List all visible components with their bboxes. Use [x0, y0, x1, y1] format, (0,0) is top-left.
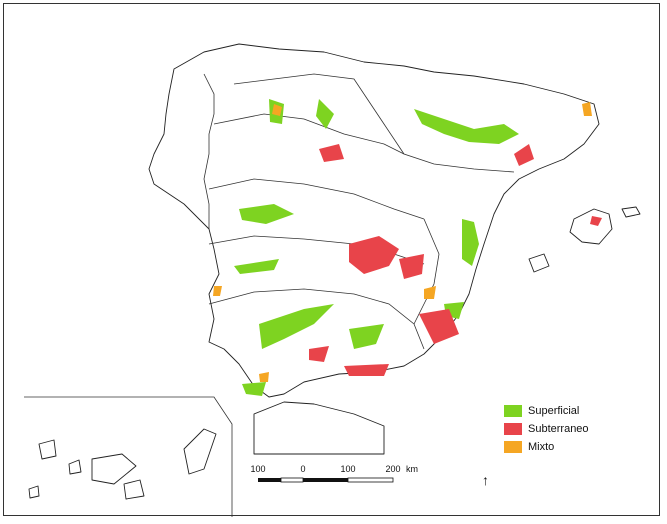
canary-islands: [28, 428, 217, 500]
north-africa-coast: [253, 401, 385, 455]
island: [123, 479, 145, 500]
legend-subterraneo: Subterraneo: [504, 422, 589, 436]
island: [68, 459, 82, 475]
basin-boundary-tajo: [208, 178, 425, 220]
scale-tick-label: 100: [340, 464, 356, 474]
scale-tick-label: 200: [385, 464, 401, 474]
basin-boundary-guadiana: [208, 235, 425, 265]
island: [38, 439, 57, 460]
superficial-area: [349, 324, 384, 349]
canary-inset-border: [24, 396, 233, 517]
basin-boundary-ebro: [363, 93, 515, 173]
subterraneo-area: [514, 144, 534, 166]
portugal-border: [203, 73, 215, 229]
legend-label-subterraneo: Subterraneo: [528, 423, 589, 435]
superficial-area: [462, 219, 479, 266]
basin-boundary-jucar: [413, 218, 440, 325]
ibiza: [528, 253, 550, 273]
superficial-area: [316, 99, 334, 129]
superficial-area: [414, 109, 519, 144]
scale-unit-label: km: [406, 464, 418, 474]
legend-swatch-mixto: [504, 441, 522, 453]
mixto-areas: [213, 102, 592, 382]
superficial-area: [234, 259, 279, 274]
subterraneo-area: [344, 364, 389, 376]
subterraneo-area: [319, 144, 344, 162]
mixto-area: [213, 286, 222, 296]
legend-label-superficial: Superficial: [528, 405, 580, 417]
mallorca: [569, 208, 613, 245]
basin-boundary-north: [233, 73, 365, 95]
subterraneo-area: [349, 236, 399, 274]
superficial-area: [259, 304, 334, 349]
legend-swatch-superficial: [504, 405, 522, 417]
island: [91, 453, 137, 485]
iberia-map: [24, 43, 641, 517]
island: [28, 485, 40, 499]
scale-bar-graphic: [258, 477, 394, 483]
scale-tick-label: 100: [250, 464, 266, 474]
island: [183, 428, 217, 475]
legend-mixto: Mixto: [504, 440, 554, 454]
subterraneo-area: [419, 309, 459, 344]
subterraneo-areas: [309, 144, 534, 376]
subterraneo-area: [399, 254, 424, 279]
superficial-areas: [234, 99, 519, 396]
north-arrow-icon: ↑: [482, 472, 489, 488]
mixto-area: [424, 286, 436, 299]
superficial-area: [239, 204, 294, 224]
map-frame: Superficial Subterraneo Mixto 100 0 100 …: [3, 3, 660, 517]
mixto-area: [259, 372, 269, 382]
superficial-area: [242, 382, 266, 396]
mixto-area: [582, 102, 592, 116]
mixto-area: [272, 104, 282, 116]
basin-boundary-duero: [213, 113, 405, 155]
subterraneo-area: [590, 216, 602, 226]
legend-label-mixto: Mixto: [528, 441, 555, 453]
legend-swatch-subterraneo: [504, 423, 522, 435]
subterraneo-area: [309, 346, 329, 362]
legend-superficial: Superficial: [504, 404, 579, 418]
menorca: [621, 206, 641, 218]
scale-tick-label: 0: [300, 464, 306, 474]
